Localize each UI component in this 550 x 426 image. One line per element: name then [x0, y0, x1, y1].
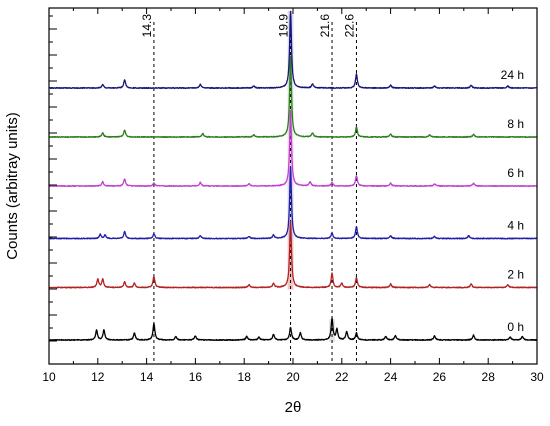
series-label-4: 8 h — [507, 117, 524, 131]
reference-labels: 14.3 19.9 21.6 22.6 — [140, 14, 357, 38]
series-line-3 — [48, 109, 538, 188]
x-tick-label-3: 16 — [189, 370, 203, 384]
series-line-4 — [48, 55, 538, 139]
series-label-5: 24 h — [501, 68, 524, 82]
x-tick-label-0: 10 — [42, 370, 56, 384]
x-tick-label-4: 18 — [238, 370, 252, 384]
peak-band-4 — [287, 56, 294, 139]
reference-label-2: 21.6 — [318, 14, 332, 38]
series-label-0: 0 h — [507, 320, 524, 334]
x-tick-label-7: 24 — [384, 370, 398, 384]
peak-band-5 — [287, 11, 294, 90]
reference-label-0: 14.3 — [140, 14, 154, 38]
y-axis — [49, 15, 57, 342]
series-line-1 — [48, 220, 538, 289]
series-label-3: 6 h — [507, 166, 524, 180]
y-axis-label: Counts (arbitray units) — [4, 112, 21, 260]
reference-label-1: 19.9 — [277, 14, 291, 38]
series-group — [48, 10, 538, 342]
x-tick-label-1: 12 — [91, 370, 105, 384]
x-axis-label: 2θ — [285, 399, 302, 416]
series-line-5 — [48, 10, 538, 90]
x-tick-label-5: 20 — [286, 370, 300, 384]
x-tick-label-8: 26 — [433, 370, 447, 384]
reference-lines — [153, 22, 357, 364]
series-labels: 0 h 2 h 4 h 6 h 8 h 24 h — [501, 68, 524, 334]
series-line-2 — [48, 166, 538, 240]
x-tick-label-10: 30 — [530, 370, 544, 384]
peak-band-1 — [287, 221, 294, 290]
reference-label-3: 22.6 — [342, 14, 356, 38]
series-label-2: 4 h — [507, 219, 524, 233]
series-line-0 — [48, 317, 538, 342]
x-tick-label-6: 22 — [335, 370, 349, 384]
series-label-1: 2 h — [507, 268, 524, 282]
x-axis: 10 12 14 16 18 20 22 24 26 28 30 — [42, 8, 544, 384]
x-tick-label-9: 28 — [482, 370, 496, 384]
x-tick-label-2: 14 — [140, 370, 154, 384]
